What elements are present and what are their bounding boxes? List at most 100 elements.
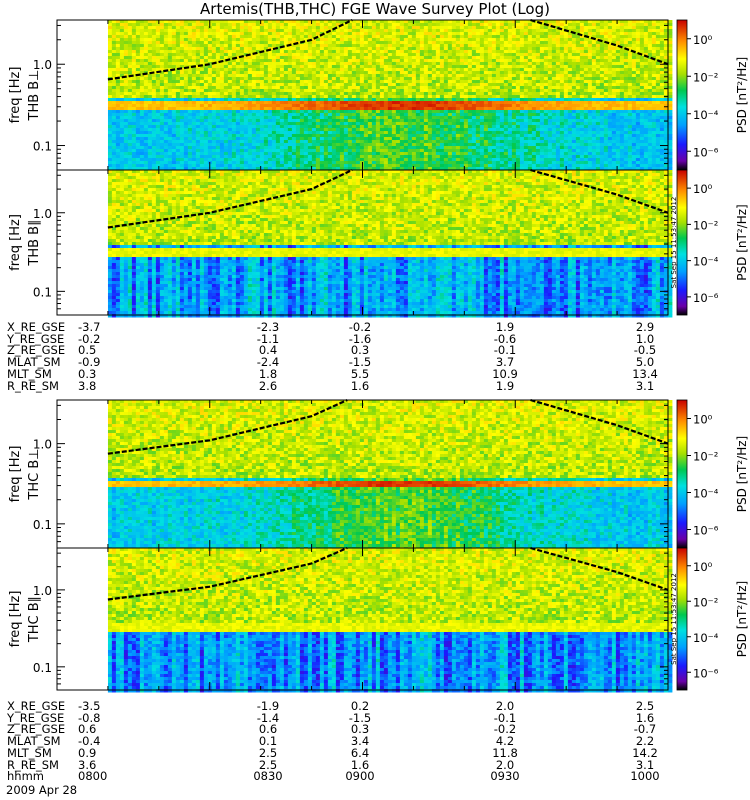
psd-cell [451,131,457,135]
psd-cell [219,119,225,123]
psd-cell [199,140,205,144]
psd-cell [371,83,377,87]
psd-cell [299,38,305,42]
psd-cell [143,158,149,162]
psd-cell [315,137,321,141]
psd-cell [303,23,309,27]
psd-cell [291,53,297,57]
psd-cell [163,62,169,66]
psd-cell [399,113,405,117]
psd-cell [295,98,301,102]
psd-cell [375,92,381,96]
psd-cell [491,41,497,45]
psd-cell [159,41,165,45]
psd-cell [215,92,221,96]
psd-cell [139,47,145,51]
psd-cell [399,38,405,42]
psd-cell [471,140,477,144]
psd-cell [111,152,117,156]
psd-cell [415,104,421,108]
psd-cell [259,83,265,87]
psd-cell [455,89,461,93]
psd-cell [159,101,165,105]
psd-cell [295,137,301,141]
psd-cell [427,113,433,117]
psd-cell [379,140,385,144]
psd-cell [359,113,365,117]
psd-cell [199,146,205,150]
psd-cell [323,167,329,171]
psd-cell [115,38,121,42]
psd-cell [391,98,397,102]
psd-cell [151,98,157,102]
psd-cell [135,23,141,27]
psd-cell [123,44,129,48]
psd-cell [291,68,297,72]
psd-cell [343,149,349,153]
psd-cell [107,101,113,105]
psd-cell [235,41,241,45]
psd-cell [343,95,349,99]
psd-cell [291,77,297,81]
psd-cell [279,95,285,99]
psd-cell [151,56,157,60]
psd-cell [331,35,337,39]
psd-cell [387,128,393,132]
psd-cell [359,65,365,69]
psd-cell [375,74,381,78]
psd-cell [243,89,249,93]
psd-cell [295,38,301,42]
psd-cell [259,23,265,27]
psd-cell [371,77,377,81]
psd-cell [231,149,237,153]
psd-cell [311,68,317,72]
psd-cell [451,71,457,75]
psd-cell [407,128,413,132]
psd-cell [187,98,193,102]
psd-cell [143,164,149,168]
psd-cell [295,53,301,57]
psd-cell [183,134,189,138]
psd-cell [471,38,477,42]
psd-cell [427,80,433,84]
psd-cell [351,20,357,24]
psd-cell [503,89,509,93]
psd-cell [139,104,145,108]
psd-cell [215,29,221,33]
psd-cell [327,152,333,156]
psd-cell [199,83,205,87]
psd-cell [175,104,181,108]
psd-cell [143,47,149,51]
psd-cell [199,50,205,54]
psd-cell [255,59,261,63]
psd-cell [211,134,217,138]
psd-cell [107,167,113,171]
psd-cell [287,35,293,39]
psd-cell [363,44,369,48]
psd-cell [259,47,265,51]
psd-cell [259,77,265,81]
psd-cell [123,128,129,132]
psd-cell [435,167,441,171]
psd-cell [279,80,285,84]
psd-cell [471,161,477,165]
psd-cell [247,98,253,102]
psd-cell [399,53,405,57]
psd-cell [247,47,253,51]
psd-cell [223,92,229,96]
psd-cell [347,59,353,63]
psd-cell [143,113,149,117]
psd-cell [283,107,289,111]
psd-cell [163,29,169,33]
psd-cell [191,89,197,93]
psd-cell [131,44,137,48]
psd-cell [247,77,253,81]
psd-cell [127,80,133,84]
psd-cell [135,101,141,105]
psd-cell [491,113,497,117]
psd-cell [387,83,393,87]
psd-cell [147,50,153,54]
psd-cell [131,62,137,66]
psd-cell [475,158,481,162]
psd-cell [363,80,369,84]
